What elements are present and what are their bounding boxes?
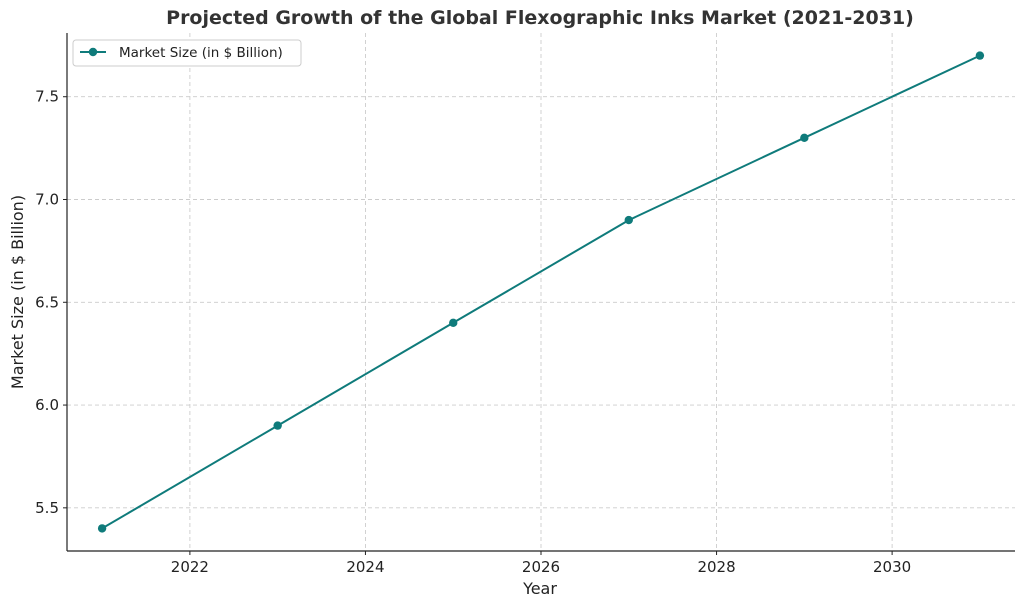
y-tick-label: 6.5 — [35, 293, 59, 311]
legend-marker-icon — [88, 47, 98, 57]
x-tick-label: 2026 — [522, 558, 560, 576]
chart-title: Projected Growth of the Global Flexograp… — [166, 7, 914, 29]
grid — [67, 33, 1015, 551]
series-line — [101, 54, 981, 530]
data-point — [97, 524, 107, 533]
x-tick-label: 2030 — [873, 558, 911, 576]
legend-box — [72, 39, 302, 67]
y-tick-label: 5.5 — [35, 499, 59, 517]
data-point — [449, 318, 458, 328]
y-axis-label: Market Size (in $ Billion) — [8, 195, 27, 389]
data-point — [273, 421, 282, 430]
legend: Market Size (in $ Billion) — [72, 39, 302, 67]
y-tick-label: 7.5 — [35, 88, 59, 106]
data-point — [975, 51, 985, 60]
y-tick-label: 6.0 — [35, 396, 59, 414]
y-tick-label: 7.0 — [35, 191, 59, 209]
series-layer — [97, 51, 985, 533]
legend-label: Market Size (in $ Billion) — [119, 45, 283, 61]
data-point — [624, 215, 633, 225]
x-tick-label: 2028 — [697, 558, 735, 576]
x-ticks: 2022 2024 2026 2028 2030 — [171, 551, 911, 576]
x-tick-label: 2024 — [346, 558, 384, 576]
x-tick-label: 2022 — [171, 558, 209, 576]
y-ticks: 5.5 6.0 6.5 7.0 7.5 — [35, 88, 67, 517]
x-axis-label: Year — [522, 579, 557, 598]
data-point — [800, 133, 809, 143]
